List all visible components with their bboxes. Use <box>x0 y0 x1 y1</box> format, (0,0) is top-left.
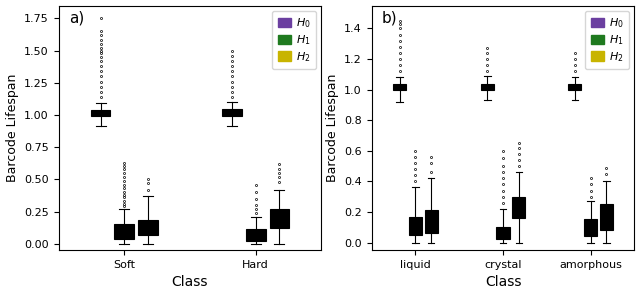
PathPatch shape <box>512 197 525 218</box>
PathPatch shape <box>584 219 597 236</box>
Legend: $H_0$, $H_1$, $H_2$: $H_0$, $H_1$, $H_2$ <box>272 11 316 69</box>
X-axis label: Class: Class <box>172 276 208 289</box>
PathPatch shape <box>115 224 134 239</box>
X-axis label: Class: Class <box>484 276 521 289</box>
PathPatch shape <box>600 204 613 230</box>
Text: a): a) <box>69 10 84 25</box>
PathPatch shape <box>246 229 266 241</box>
Legend: $H_0$, $H_1$, $H_2$: $H_0$, $H_1$, $H_2$ <box>585 11 629 69</box>
PathPatch shape <box>409 217 422 235</box>
PathPatch shape <box>481 84 494 90</box>
PathPatch shape <box>424 210 438 232</box>
PathPatch shape <box>222 109 242 116</box>
Y-axis label: Barcode Lifespan: Barcode Lifespan <box>6 74 19 182</box>
PathPatch shape <box>393 84 406 90</box>
PathPatch shape <box>138 220 158 235</box>
Text: b): b) <box>382 10 397 25</box>
PathPatch shape <box>497 227 509 240</box>
Y-axis label: Barcode Lifespan: Barcode Lifespan <box>326 74 339 182</box>
PathPatch shape <box>91 110 111 116</box>
PathPatch shape <box>269 209 289 228</box>
PathPatch shape <box>568 84 581 90</box>
